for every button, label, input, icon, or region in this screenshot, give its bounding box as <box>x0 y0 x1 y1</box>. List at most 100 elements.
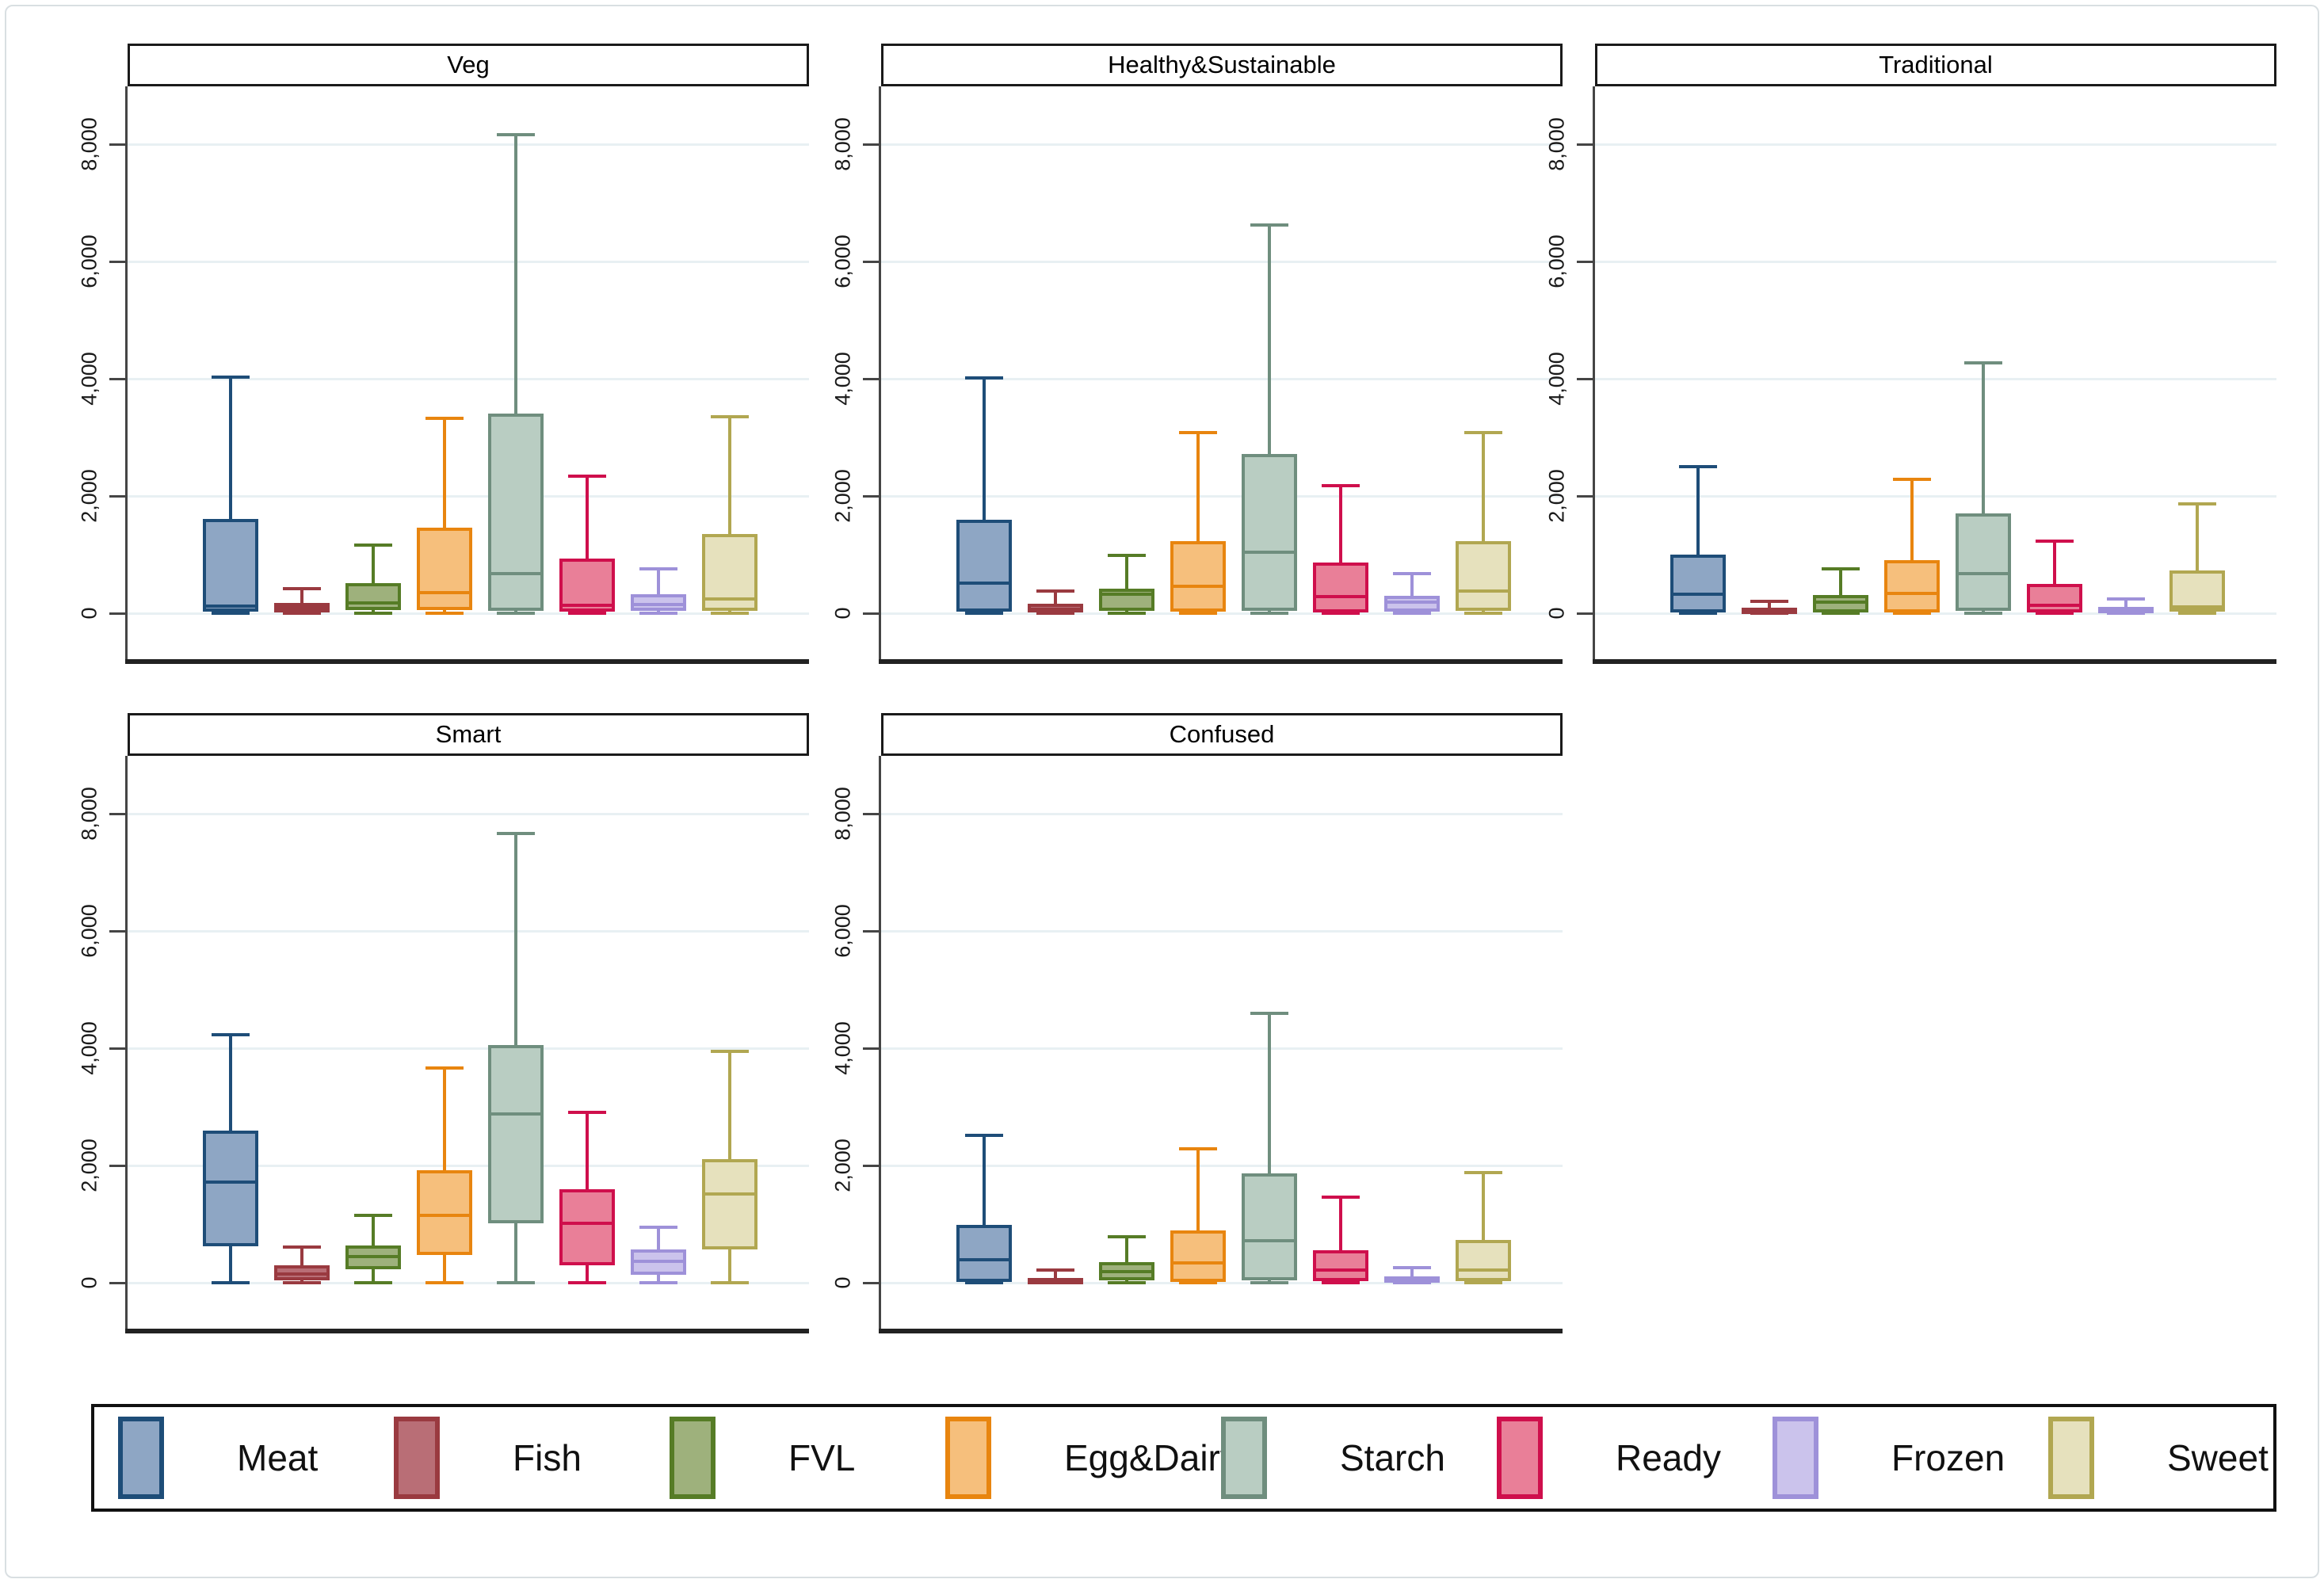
whisker-cap-high-fvl <box>354 544 392 547</box>
gridline-0 <box>1595 612 2276 615</box>
whisker-cap-low-sweet <box>1464 1281 1502 1284</box>
whisker-cap-high-fvl <box>1822 566 1860 570</box>
whisker-fvl <box>1839 568 1842 613</box>
whisker-ready <box>1339 485 1342 613</box>
whisker-meat <box>983 1135 986 1283</box>
whisker-cap-low-ready <box>568 1281 606 1284</box>
median-sweet <box>1459 1268 1508 1272</box>
y-tick-mark <box>863 260 879 263</box>
whisker-cap-high-fish <box>283 586 321 590</box>
whisker-cap-low-starch <box>497 1281 535 1284</box>
y-tick-mark <box>1577 377 1593 380</box>
y-tick-label: 2,000 <box>77 1139 101 1192</box>
median-fvl <box>349 601 398 605</box>
median-frozen <box>634 602 683 606</box>
whisker-cap-high-fvl <box>1108 553 1146 557</box>
y-tick-mark <box>109 494 125 498</box>
whisker-cap-low-starch <box>1964 612 2002 615</box>
whisker-cap-high-frozen <box>639 1225 677 1229</box>
legend-item-fvl: FVL <box>670 1407 855 1509</box>
legend-swatch-egg-dairy <box>945 1417 991 1499</box>
y-tick-label: 0 <box>1544 607 1569 620</box>
median-egg-dairy <box>1887 591 1937 595</box>
y-tick-mark <box>109 143 125 146</box>
gridline-4,000 <box>128 377 809 380</box>
whisker-frozen <box>1410 574 1414 613</box>
median-fvl <box>1816 601 1865 605</box>
whisker-cap-high-frozen <box>1393 572 1431 576</box>
box-ready <box>559 1189 615 1265</box>
y-tick-mark <box>863 612 879 615</box>
whisker-cap-high-starch <box>497 832 535 836</box>
y-axis-line <box>879 756 881 1329</box>
legend-swatch-ready <box>1497 1417 1543 1499</box>
gridline-8,000 <box>881 143 1563 146</box>
median-egg-dairy <box>420 1213 469 1217</box>
box-egg-dairy <box>1170 540 1226 612</box>
y-tick-label: 0 <box>830 607 855 620</box>
box-ready <box>559 559 615 612</box>
y-tick-label: 6,000 <box>77 904 101 958</box>
whisker-cap-high-fish <box>1750 600 1788 604</box>
whisker-cap-high-ready <box>568 474 606 478</box>
panel-title-veg: Veg <box>128 44 809 86</box>
legend-label-ready: Ready <box>1616 1437 1721 1478</box>
box-fvl <box>345 583 401 610</box>
gridline-0 <box>128 1281 809 1284</box>
legend-box: Meat Fish FVL Egg&Dairy Starch Ready Frozen Swe… <box>91 1404 2276 1512</box>
median-fish <box>1745 609 1794 613</box>
median-egg-dairy <box>1173 1261 1223 1264</box>
whisker-cap-high-fish <box>283 1245 321 1249</box>
y-tick-label: 0 <box>830 1276 855 1289</box>
whisker-cap-high-egg-dairy <box>425 1066 464 1070</box>
y-tick-mark <box>109 929 125 933</box>
gridline-0 <box>881 612 1563 615</box>
whisker-cap-low-egg-dairy <box>1179 1281 1217 1284</box>
whisker-egg-dairy <box>1196 433 1200 613</box>
median-meat <box>206 605 255 608</box>
y-tick-label: 8,000 <box>1544 117 1569 171</box>
whisker-starch <box>1268 1013 1271 1283</box>
median-egg-dairy <box>1173 584 1223 588</box>
y-tick-mark <box>863 1281 879 1284</box>
y-tick-mark <box>863 377 879 380</box>
median-ready <box>1316 594 1365 598</box>
whisker-cap-low-frozen <box>1393 612 1431 615</box>
whisker-cap-high-egg-dairy <box>425 416 464 420</box>
gridline-8,000 <box>1595 143 2276 146</box>
whisker-cap-low-sweet <box>711 1281 749 1284</box>
median-starch <box>1245 1239 1294 1243</box>
y-tick-mark <box>109 1047 125 1050</box>
box-sweet <box>2169 570 2225 612</box>
median-ready <box>563 1221 612 1225</box>
y-axis-line <box>879 86 881 659</box>
legend-item-ready: Ready <box>1497 1407 1721 1509</box>
panel-title-smart: Smart <box>128 713 809 756</box>
gridline-6,000 <box>881 929 1563 933</box>
whisker-cap-high-frozen <box>1393 1265 1431 1269</box>
y-tick-label: 8,000 <box>77 117 101 171</box>
plot-area-veg: 0 2,000 4,000 6,000 8,000 <box>78 86 809 664</box>
whisker-egg-dairy <box>1910 479 1914 613</box>
whisker-frozen <box>657 568 660 613</box>
y-tick-label: 4,000 <box>77 352 101 406</box>
whisker-cap-low-ready <box>1322 612 1360 615</box>
whisker-cap-low-egg-dairy <box>425 612 464 615</box>
legend-item-frozen: Frozen <box>1773 1407 2005 1509</box>
box-starch <box>488 1045 544 1223</box>
legend-swatch-fvl <box>670 1417 716 1499</box>
whisker-fish <box>300 1246 303 1283</box>
whisker-egg-dairy <box>443 418 446 613</box>
whisker-cap-high-sweet <box>2178 502 2216 506</box>
panel-title-traditional: Traditional <box>1595 44 2276 86</box>
box-egg-dairy <box>1170 1230 1226 1282</box>
whisker-sweet <box>2196 504 2199 613</box>
y-axis-line <box>1593 86 1595 659</box>
y-tick-mark <box>109 1164 125 1167</box>
whisker-meat <box>983 378 986 613</box>
median-fvl <box>1102 1269 1151 1273</box>
whisker-cap-low-starch <box>497 612 535 615</box>
whisker-cap-low-meat <box>965 612 1003 615</box>
whisker-cap-low-fvl <box>354 1281 392 1284</box>
whisker-cap-high-frozen <box>2107 597 2145 601</box>
